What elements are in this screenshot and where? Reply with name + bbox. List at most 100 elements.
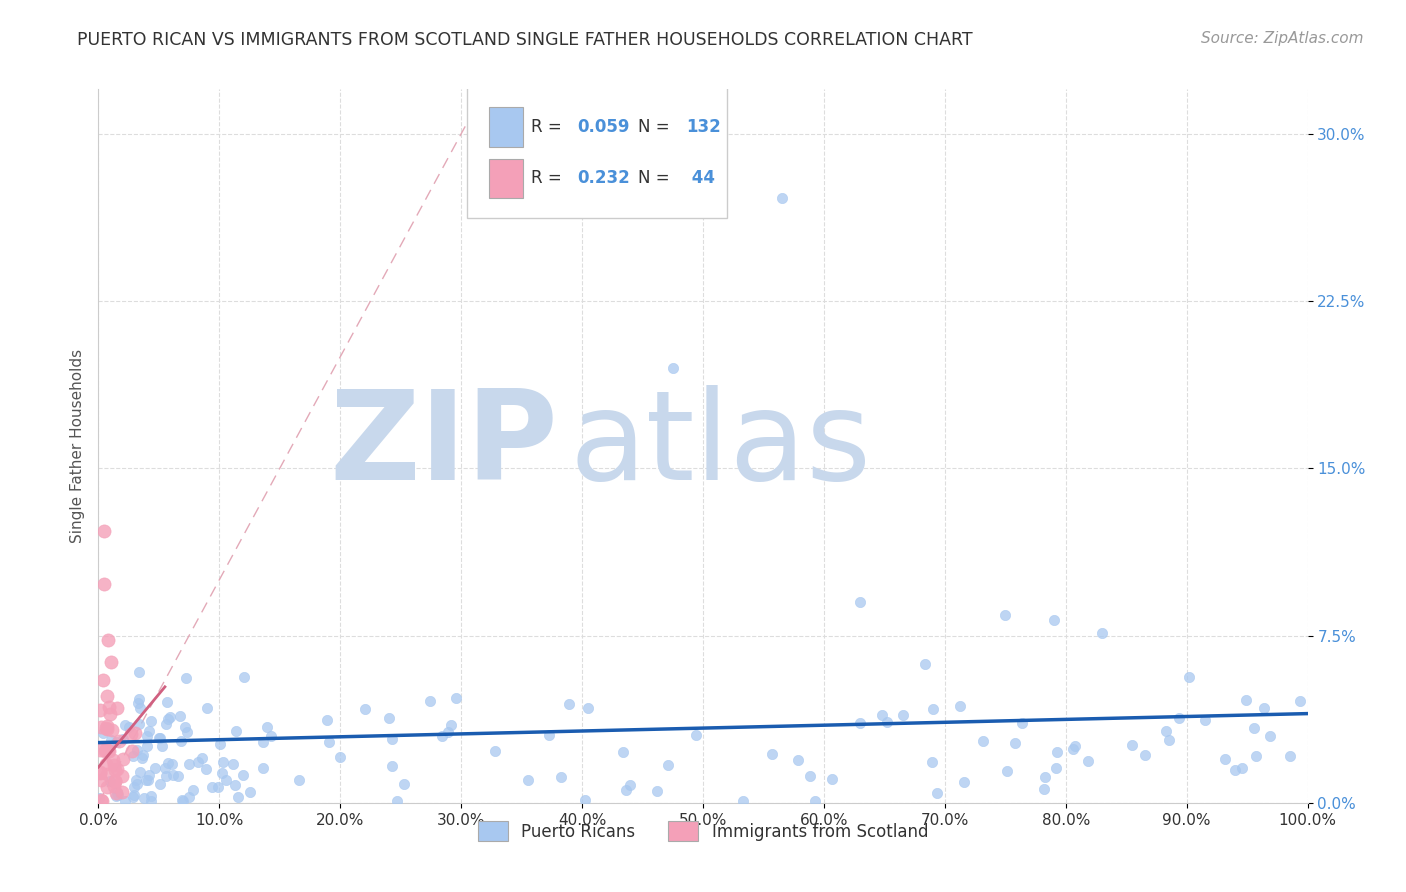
Puerto Ricans: [387, 794, 409, 808]
Puerto Ricans: [127, 777, 149, 791]
Immigrants from Scotland: [111, 784, 134, 798]
Text: R =: R =: [531, 169, 567, 187]
Puerto Ricans: [1289, 694, 1312, 708]
Puerto Ricans: [121, 789, 143, 804]
Puerto Ricans: [1258, 729, 1281, 743]
Y-axis label: Single Father Households: Single Father Households: [69, 349, 84, 543]
Puerto Ricans: [616, 783, 638, 797]
Puerto Ricans: [1064, 739, 1087, 753]
Puerto Ricans: [132, 747, 155, 762]
Legend: Puerto Ricans, Immigrants from Scotland: Puerto Ricans, Immigrants from Scotland: [471, 814, 935, 848]
Text: 44: 44: [686, 169, 716, 187]
Puerto Ricans: [1042, 613, 1064, 627]
Immigrants from Scotland: [121, 744, 143, 758]
Immigrants from Scotland: [103, 779, 125, 793]
Immigrants from Scotland: [103, 758, 125, 772]
Immigrants from Scotland: [96, 723, 118, 737]
Text: 132: 132: [686, 118, 721, 136]
Text: ZIP: ZIP: [329, 385, 558, 507]
Puerto Ricans: [1033, 781, 1056, 796]
Puerto Ricans: [256, 721, 278, 735]
Immigrants from Scotland: [111, 769, 134, 783]
Immigrants from Scotland: [104, 774, 127, 789]
Puerto Ricans: [156, 756, 179, 770]
Puerto Ricans: [138, 773, 160, 788]
Puerto Ricans: [354, 702, 377, 716]
Puerto Ricans: [128, 700, 150, 714]
Immigrants from Scotland: [104, 773, 127, 788]
Puerto Ricans: [394, 777, 416, 791]
Puerto Ricans: [118, 720, 141, 734]
Puerto Ricans: [131, 751, 153, 765]
Puerto Ricans: [114, 794, 136, 808]
Puerto Ricans: [1215, 752, 1237, 766]
Puerto Ricans: [953, 775, 976, 789]
Puerto Ricans: [849, 716, 872, 731]
Puerto Ricans: [179, 789, 201, 804]
Puerto Ricans: [127, 696, 149, 710]
Puerto Ricans: [150, 739, 173, 754]
Puerto Ricans: [170, 733, 193, 747]
Puerto Ricans: [136, 739, 159, 753]
Puerto Ricans: [1157, 732, 1180, 747]
Puerto Ricans: [484, 744, 506, 758]
Puerto Ricans: [419, 694, 441, 708]
Puerto Ricans: [156, 712, 179, 726]
Puerto Ricans: [381, 759, 404, 773]
Puerto Ricans: [212, 755, 235, 769]
Puerto Ricans: [1225, 763, 1247, 777]
Puerto Ricans: [432, 729, 454, 743]
Puerto Ricans: [612, 745, 634, 759]
Immigrants from Scotland: [104, 786, 127, 800]
Puerto Ricans: [136, 729, 159, 743]
Puerto Ricans: [318, 735, 340, 749]
Puerto Ricans: [1244, 748, 1267, 763]
Immigrants from Scotland: [91, 794, 114, 808]
Puerto Ricans: [201, 780, 224, 794]
Immigrants from Scotland: [94, 744, 117, 758]
Puerto Ricans: [225, 723, 247, 738]
Puerto Ricans: [96, 721, 118, 735]
Text: 0.059: 0.059: [578, 118, 630, 136]
Puerto Ricans: [208, 737, 231, 751]
Puerto Ricans: [145, 761, 167, 775]
Immigrants from Scotland: [94, 742, 117, 756]
Puerto Ricans: [288, 772, 311, 787]
Puerto Ricans: [997, 764, 1019, 778]
Puerto Ricans: [100, 732, 122, 747]
Puerto Ricans: [378, 711, 401, 725]
Puerto Ricans: [124, 773, 146, 788]
Puerto Ricans: [440, 717, 463, 731]
Immigrants from Scotland: [108, 734, 131, 748]
Puerto Ricans: [107, 789, 129, 803]
Text: N =: N =: [638, 118, 675, 136]
Immigrants from Scotland: [90, 720, 112, 734]
Puerto Ricans: [214, 773, 236, 788]
Puerto Ricans: [104, 735, 127, 749]
Puerto Ricans: [111, 731, 134, 746]
Puerto Ricans: [159, 709, 181, 723]
Puerto Ricans: [761, 747, 783, 761]
Immigrants from Scotland: [89, 743, 111, 757]
Puerto Ricans: [187, 755, 209, 769]
Puerto Ricans: [87, 791, 110, 805]
Puerto Ricans: [329, 750, 352, 764]
Text: atlas: atlas: [569, 385, 872, 507]
Puerto Ricans: [162, 768, 184, 782]
Puerto Ricans: [619, 778, 641, 792]
Puerto Ricans: [167, 769, 190, 783]
Puerto Ricans: [91, 725, 114, 739]
Immigrants from Scotland: [89, 703, 111, 717]
Puerto Ricans: [177, 757, 200, 772]
Puerto Ricans: [927, 786, 949, 800]
Puerto Ricans: [127, 743, 149, 757]
Puerto Ricans: [1033, 770, 1056, 784]
Puerto Ricans: [1121, 739, 1143, 753]
Puerto Ricans: [105, 784, 128, 798]
Puerto Ricans: [537, 728, 560, 742]
Text: PUERTO RICAN VS IMMIGRANTS FROM SCOTLAND SINGLE FATHER HOUSEHOLDS CORRELATION CH: PUERTO RICAN VS IMMIGRANTS FROM SCOTLAND…: [77, 31, 973, 49]
Puerto Ricans: [550, 770, 572, 784]
Puerto Ricans: [1062, 742, 1084, 756]
Immigrants from Scotland: [120, 726, 142, 740]
Puerto Ricans: [891, 708, 914, 723]
